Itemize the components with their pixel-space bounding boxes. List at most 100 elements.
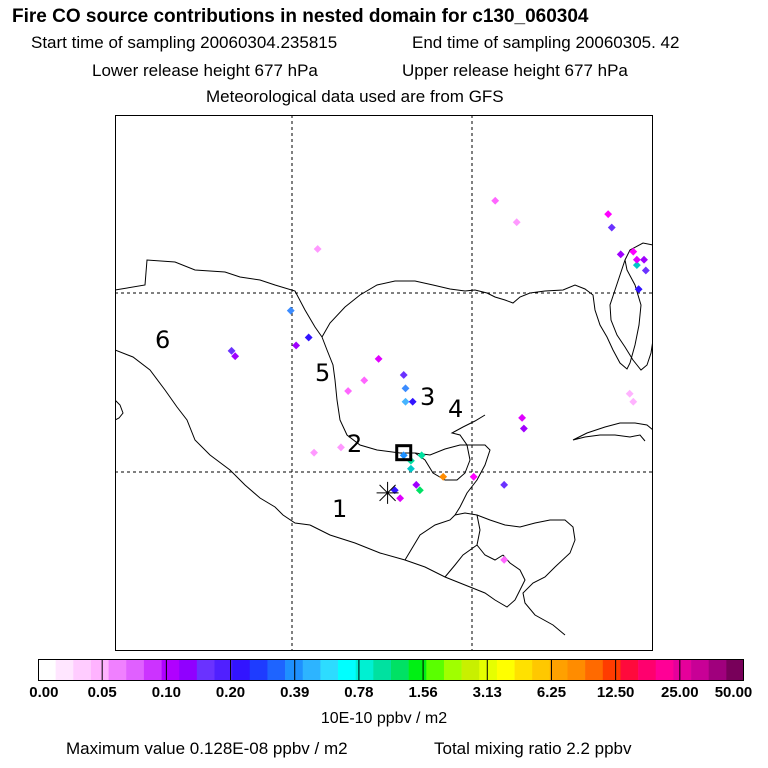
upper-release-label: Upper release height 677 hPa [402,61,628,80]
colorbar-cell [691,659,709,681]
colorbar-cell [391,659,409,681]
colorbar-cell [108,659,127,681]
region-label-4: 4 [448,395,463,423]
start-time-label: Start time of sampling 20060304.235815 [31,33,338,52]
colorbar-cell [532,659,551,681]
fire-hotspot [469,472,478,481]
fire-hotspot [500,480,509,489]
colorbar-frame [38,659,744,681]
fire-hotspot [401,384,410,393]
fire-hotspot [640,255,648,264]
central-america-caribbean [454,512,576,636]
inland-border [404,514,456,561]
colorbar-tick-label: 25.00 [661,684,699,701]
fire-hotspot [512,218,521,227]
colorbar-tick-label: 0.20 [215,684,246,701]
colorbar-tick-label: 3.13 [472,684,502,701]
gulf-coast-us [321,242,653,370]
colorbar-cell [514,659,533,681]
region-label-2: 2 [347,430,362,458]
fire-hotspot [227,346,236,355]
fire-hotspot [231,352,240,361]
colorbar-tick-label: 0.78 [344,684,374,701]
fire-hotspots [227,196,650,564]
fire-hotspot [607,223,616,232]
fire-hotspot [406,464,415,473]
colorbar-tick-label: 6.25 [536,684,567,701]
colorbar-cell [726,659,744,681]
central-america-pacific [309,524,526,608]
colorbar-cell [214,659,233,681]
yucatan-outline [414,444,491,516]
fire-hotspot [415,486,424,495]
florida-outline [609,259,653,371]
location-markers [376,444,413,504]
plot-title: Fire CO source contributions in nested d… [12,6,589,27]
colorbar-tick-label: 1.56 [408,684,438,701]
fire-hotspot [634,285,643,294]
colorbar-cell [55,659,74,681]
colorbar-cell [408,659,427,681]
colorbar-cell [320,659,339,681]
colorbar-tick-label: 0.05 [87,684,117,701]
colorbar-cell [249,659,268,681]
colorbar-cell [708,659,727,681]
colorbar-cell [567,659,586,681]
lower-release-label: Lower release height 677 hPa [92,61,318,80]
colorbar-tick-label: 0.10 [151,684,181,701]
fire-hotspot [337,443,345,452]
colorbar-cell [655,659,674,681]
colorbar-cell [302,659,321,681]
colorbar-cell [232,659,251,681]
region-label-6: 6 [155,326,170,354]
colorbar-cell [161,659,180,681]
fire-hotspot [310,448,318,457]
fire-hotspot [390,486,399,495]
fire-hotspot [629,397,638,406]
colorbar-cell [443,659,462,681]
fire-hotspot [518,413,527,422]
max-value-label: Maximum value 0.128E-08 ppbv / m2 [66,739,348,758]
fire-hotspot [500,555,509,564]
fire-hotspot [439,472,448,481]
map-frame [115,115,653,651]
us-mexico-border [115,259,323,338]
colorbar-cell [638,659,657,681]
end-time-label: End time of sampling 20060305. 42 [412,33,680,52]
fire-hotspot [625,389,634,398]
source-star-marker [376,481,399,504]
fire-hotspot [491,196,500,205]
fire-hotspot [641,266,650,275]
region-labels: 1 2 3 4 5 6 [155,326,463,523]
fire-hotspot [313,245,322,253]
colorbar-cell [620,659,639,681]
coastlines [115,242,653,636]
region-label-1: 1 [332,495,347,523]
colorbar [38,659,744,681]
colorbar-tick-label: 0.39 [280,684,310,701]
fire-hotspot [629,247,638,256]
mexico-west-coast [115,349,311,526]
colorbar-cell [143,659,162,681]
colorbar-cell [179,659,198,681]
colorbar-cell [196,659,215,681]
colorbar-cell [479,659,498,681]
colorbar-cell [38,659,56,681]
fire-hotspot [399,371,408,379]
colorbar-cell [73,659,92,681]
fire-hotspot [304,333,313,342]
fire-hotspot [412,480,421,489]
colorbar-cell [585,659,604,681]
met-data-label: Meteorological data used are from GFS [206,87,504,106]
guatemala-border [444,514,504,578]
graticule [115,115,653,651]
fire-hotspot [632,261,641,270]
colorbar-cell [673,659,692,681]
fire-hotspot [604,210,613,219]
colorbar-cell [355,659,374,681]
baja-left [115,399,124,421]
colorbar-cell [496,659,515,681]
colorbar-cell [373,659,392,681]
map-panel: 1 2 3 4 5 6 [115,115,653,651]
colorbar-cell [285,659,304,681]
